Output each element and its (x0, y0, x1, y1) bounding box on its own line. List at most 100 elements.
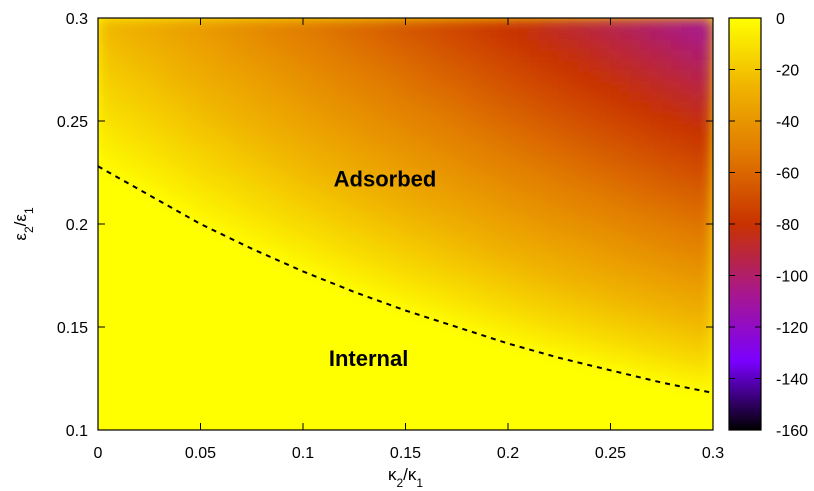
heatmap-cell (302, 284, 315, 298)
heatmap-cell (619, 130, 632, 143)
heatmap-cell (466, 18, 479, 30)
heatmap-cell (537, 171, 550, 184)
heatmap-cell (179, 264, 192, 277)
heatmap-cell (425, 37, 438, 50)
heatmap-cell (609, 253, 622, 267)
heatmap-cell (640, 212, 653, 225)
heatmap-cell (240, 284, 253, 298)
heatmap-cell (701, 89, 713, 102)
heatmap-cell (138, 130, 151, 143)
heatmap-cell (189, 58, 202, 71)
heatmap-cell (384, 192, 397, 205)
heatmap-cell (507, 120, 520, 133)
heatmap-cell (250, 78, 263, 92)
heatmap-cell (179, 326, 192, 339)
heatmap-cell (507, 233, 520, 246)
heatmap-cell (240, 27, 253, 40)
heatmap-cell (291, 398, 304, 411)
heatmap-cell (373, 181, 386, 195)
heatmap-cell (609, 161, 622, 174)
heatmap-cell (455, 58, 468, 71)
heatmap-cell (671, 150, 684, 164)
heatmap-cell (127, 243, 140, 256)
heatmap-cell (558, 89, 571, 102)
heatmap-cell (537, 326, 550, 339)
heatmap-cell (599, 120, 612, 133)
heatmap-cell (650, 326, 663, 339)
heatmap-cell (312, 274, 325, 287)
heatmap-cell (435, 336, 448, 349)
heatmap-cell (332, 356, 345, 370)
heatmap-cell (240, 223, 253, 236)
heatmap-cell (117, 346, 130, 359)
heatmap-cell (384, 356, 397, 370)
heatmap-cell (466, 356, 479, 370)
heatmap-cell (384, 18, 397, 30)
heatmap-cell (650, 233, 663, 246)
heatmap-cell (343, 68, 356, 81)
heatmap-cell (527, 161, 540, 174)
heatmap-cell (507, 418, 520, 430)
heatmap-cell (517, 27, 530, 40)
heatmap-cell (127, 223, 140, 236)
heatmap-cell (179, 120, 192, 133)
heatmap-cell (117, 47, 130, 61)
heatmap-cell (691, 27, 704, 40)
heatmap-cell (558, 150, 571, 164)
heatmap-cell (527, 68, 540, 81)
heatmap-cell (291, 27, 304, 40)
heatmap-cell (199, 89, 212, 102)
heatmap-cell (127, 212, 140, 225)
heatmap-cell (384, 212, 397, 225)
heatmap-cell (414, 398, 427, 411)
heatmap-cell (138, 150, 151, 164)
heatmap-cell (271, 418, 284, 430)
heatmap-cell (250, 68, 263, 81)
heatmap-cell (373, 171, 386, 184)
heatmap-cell (261, 356, 274, 370)
heatmap-cell (158, 356, 171, 370)
heatmap-cell (517, 37, 530, 50)
heatmap-cell (117, 192, 130, 205)
heatmap-cell (240, 99, 253, 112)
heatmap-cell (404, 78, 417, 92)
heatmap-cell (578, 47, 591, 61)
heatmap-cell (466, 212, 479, 225)
heatmap-cell (189, 130, 202, 143)
heatmap-cell (148, 27, 161, 40)
heatmap-cell (353, 181, 366, 195)
heatmap-cell (589, 130, 602, 143)
heatmap-cell (332, 99, 345, 112)
heatmap-cell (589, 274, 602, 287)
heatmap-cell (98, 305, 110, 318)
heatmap-cell (537, 398, 550, 411)
heatmap-cell (189, 140, 202, 153)
heatmap-cell (384, 398, 397, 411)
heatmap-cell (302, 37, 315, 50)
heatmap-cell (158, 181, 171, 195)
heatmap-cell (589, 18, 602, 30)
heatmap-cell (189, 356, 202, 370)
heatmap-cell (681, 109, 694, 122)
heatmap-cell (117, 223, 130, 236)
heatmap-cell (537, 18, 550, 30)
heatmap-cell (158, 367, 171, 380)
heatmap-cell (650, 243, 663, 256)
heatmap-cell (230, 130, 243, 143)
heatmap-cell (671, 140, 684, 153)
heatmap-cell (701, 264, 713, 277)
heatmap-cell (158, 150, 171, 164)
heatmap-cell (466, 78, 479, 92)
heatmap-cell (486, 346, 499, 359)
heatmap-cell (455, 120, 468, 133)
heatmap-cell (261, 326, 274, 339)
heatmap-cell (209, 233, 222, 246)
heatmap-cell (343, 346, 356, 359)
heatmap-cell (701, 326, 713, 339)
heatmap-cell (404, 161, 417, 174)
heatmap-cell (220, 78, 233, 92)
heatmap-cell (291, 408, 304, 421)
heatmap-cell (507, 264, 520, 277)
heatmap-cell (332, 336, 345, 349)
heatmap-cell (199, 18, 212, 30)
